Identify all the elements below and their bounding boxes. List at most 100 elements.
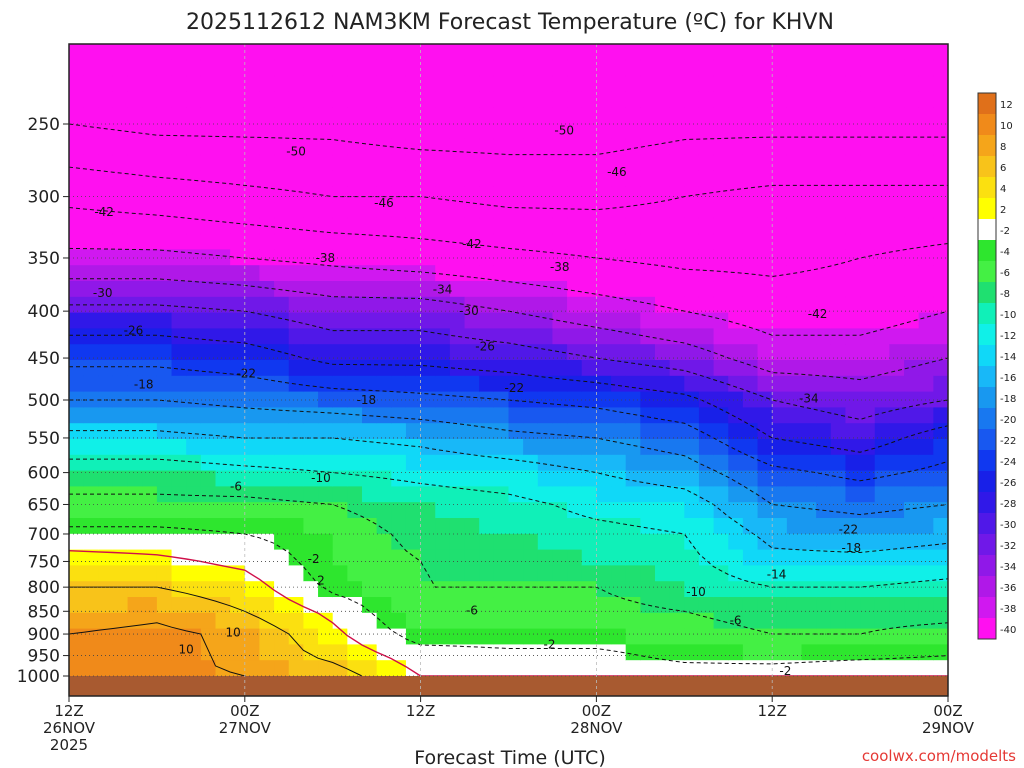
temp-cell: [347, 518, 363, 535]
temp-cell: [742, 518, 759, 535]
temp-cell: [537, 486, 554, 503]
temp-cell: [259, 502, 275, 519]
temp-cell: [449, 44, 466, 61]
temp-cell: [625, 549, 641, 566]
temp-cell: [567, 249, 583, 266]
temp-cell: [508, 502, 524, 519]
temp-cell: [728, 186, 744, 203]
temp-cell: [405, 107, 422, 124]
colorbar-label: 10: [1000, 121, 1013, 132]
temp-cell: [156, 186, 173, 203]
temp-cell: [449, 202, 466, 219]
temp-cell: [816, 91, 832, 108]
temp-cell: [464, 644, 480, 661]
temp-cell: [347, 423, 363, 440]
temp-cell: [611, 612, 627, 630]
temp-cell: [127, 533, 143, 551]
temp-cell: [405, 423, 422, 440]
temp-cell: [904, 265, 920, 282]
temp-cell: [904, 91, 920, 108]
temp-cell: [449, 644, 466, 661]
temp-cell: [391, 312, 407, 329]
temp-cell: [698, 581, 715, 598]
temp-cell: [713, 533, 729, 551]
temp-cell: [405, 502, 422, 519]
temp-cell: [816, 328, 832, 345]
temp-cell: [391, 217, 407, 235]
y-tick-label: 1000: [17, 667, 60, 687]
temp-cell: [728, 439, 744, 456]
temp-cell: [303, 470, 319, 487]
temp-cell: [830, 44, 847, 61]
temp-cell: [918, 233, 934, 250]
temp-cell: [816, 217, 832, 235]
temp-cell: [405, 265, 422, 282]
temp-cell: [274, 518, 290, 535]
temp-cell: [698, 375, 715, 393]
temp-cell: [464, 344, 480, 361]
temp-cell: [552, 581, 568, 598]
temp-cell: [625, 123, 641, 140]
temp-cell: [552, 597, 568, 614]
temp-cell: [801, 423, 817, 440]
temp-cell: [713, 628, 729, 645]
temp-cell: [860, 470, 876, 487]
temp-cell: [83, 186, 99, 203]
temp-cell: [215, 75, 231, 92]
temp-cell: [479, 565, 495, 582]
temp-cell: [156, 549, 173, 566]
temp-cell: [640, 233, 656, 250]
temp-cell: [874, 123, 890, 140]
temp-cell: [274, 328, 290, 345]
temp-cell: [244, 581, 261, 598]
temp-cell: [347, 107, 363, 124]
temp-cell: [244, 75, 261, 92]
temp-cell: [728, 154, 744, 171]
colorbar-swatch: [978, 492, 996, 513]
temp-cell: [186, 75, 202, 92]
temp-cell: [435, 344, 451, 361]
temp-cell: [464, 565, 480, 582]
temp-cell: [552, 217, 568, 235]
temp-cell: [347, 328, 363, 345]
temp-cell: [156, 628, 173, 645]
temp-cell: [830, 581, 847, 598]
temp-cell: [786, 44, 803, 61]
temp-cell: [816, 202, 832, 219]
temp-cell: [904, 454, 920, 472]
temp-cell: [830, 628, 847, 645]
temp-cell: [259, 138, 275, 156]
temp-cell: [156, 407, 173, 424]
temp-cell: [552, 565, 568, 582]
temp-cell: [200, 612, 217, 630]
temp-cell: [742, 107, 759, 124]
temp-cell: [215, 375, 231, 393]
temp-cell: [889, 312, 905, 329]
temp-cell: [376, 91, 392, 108]
temp-cell: [347, 486, 363, 503]
temp-cell: [215, 407, 231, 424]
temp-cell: [581, 44, 597, 61]
temp-cell: [391, 407, 407, 424]
temp-cell: [728, 233, 744, 250]
temp-cell: [889, 233, 905, 250]
temp-cell: [786, 123, 803, 140]
temp-cell: [860, 186, 876, 203]
temp-cell: [889, 549, 905, 566]
temp-cell: [860, 439, 876, 456]
temp-cell: [537, 186, 554, 203]
temp-cell: [288, 375, 304, 393]
temp-cell: [332, 533, 348, 551]
temp-cell: [655, 502, 671, 519]
temp-cell: [757, 486, 773, 503]
temp-cell: [640, 454, 656, 472]
temp-cell: [728, 265, 744, 282]
temp-cell: [581, 407, 597, 424]
temp-cell: [889, 660, 905, 677]
temp-cell: [376, 59, 392, 77]
temp-cell: [889, 91, 905, 108]
temp-cell: [801, 439, 817, 456]
temp-cell: [479, 281, 495, 298]
temp-cell: [464, 265, 480, 282]
temp-cell: [552, 423, 568, 440]
